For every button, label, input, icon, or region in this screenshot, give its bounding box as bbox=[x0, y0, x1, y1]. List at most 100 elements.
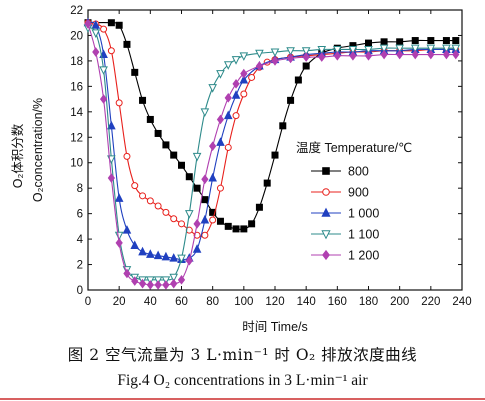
data-point bbox=[201, 231, 209, 239]
data-point bbox=[349, 50, 357, 61]
data-point bbox=[396, 49, 404, 60]
data-point bbox=[161, 251, 171, 261]
data-point bbox=[255, 61, 264, 71]
legend-entry: 800 bbox=[311, 165, 369, 179]
data-point bbox=[271, 151, 279, 159]
data-point bbox=[162, 141, 170, 149]
y-tick-label: 6 bbox=[77, 209, 83, 221]
x-tick-label: 40 bbox=[144, 296, 157, 308]
x-tick-label: 60 bbox=[175, 296, 188, 308]
data-point bbox=[139, 192, 147, 200]
data-point bbox=[255, 49, 264, 59]
x-tick-label: 100 bbox=[234, 296, 253, 308]
data-point bbox=[131, 182, 139, 190]
legend-entry: 1 000 bbox=[311, 207, 379, 221]
data-point bbox=[294, 76, 302, 84]
y-tick-label: 16 bbox=[70, 81, 83, 93]
data-point bbox=[146, 249, 155, 258]
data-point bbox=[200, 214, 210, 224]
data-point bbox=[170, 278, 178, 289]
data-point bbox=[232, 78, 240, 89]
data-point bbox=[201, 174, 209, 185]
data-point bbox=[91, 29, 101, 39]
data-point bbox=[287, 96, 295, 104]
data-point bbox=[380, 49, 388, 60]
data-point bbox=[240, 225, 248, 233]
data-point bbox=[200, 108, 210, 117]
data-point bbox=[208, 172, 217, 182]
legend-marker bbox=[322, 188, 330, 196]
data-point bbox=[177, 274, 186, 285]
y-tick-label: 12 bbox=[70, 132, 83, 144]
data-point bbox=[302, 62, 310, 70]
y-tick-label: 10 bbox=[70, 158, 83, 170]
data-point bbox=[396, 38, 404, 46]
x-tick-label: 200 bbox=[390, 296, 409, 308]
x-tick-label: 140 bbox=[297, 296, 316, 308]
data-point bbox=[193, 218, 201, 229]
data-point bbox=[138, 278, 147, 289]
data-point bbox=[410, 44, 420, 54]
legend-label: 1 100 bbox=[348, 228, 379, 242]
data-point bbox=[248, 73, 256, 81]
legend-marker bbox=[321, 207, 331, 217]
x-axis-label: 时间 Time/s bbox=[242, 320, 308, 334]
divider-line bbox=[0, 398, 485, 400]
data-point bbox=[146, 197, 154, 205]
data-point bbox=[169, 273, 179, 283]
data-point bbox=[107, 47, 115, 55]
data-point bbox=[240, 90, 248, 98]
data-point bbox=[216, 70, 225, 79]
data-point bbox=[239, 74, 249, 84]
data-point bbox=[427, 49, 435, 60]
data-point bbox=[442, 49, 451, 60]
data-point bbox=[123, 40, 131, 48]
data-point bbox=[318, 52, 326, 62]
data-point bbox=[115, 99, 123, 107]
data-point bbox=[154, 202, 162, 210]
data-point bbox=[130, 240, 140, 249]
legend-label: 1 000 bbox=[348, 207, 379, 221]
data-point bbox=[114, 193, 124, 202]
figure-caption-cn: 图 2 空气流量为 3 L·min⁻¹ 时 O₂ 排放浓度曲线 bbox=[67, 346, 418, 364]
legend-title: 温度 Temperature/℃ bbox=[296, 140, 412, 155]
data-point bbox=[184, 210, 194, 219]
data-point bbox=[131, 68, 139, 76]
data-point bbox=[122, 225, 132, 234]
data-point bbox=[123, 268, 131, 279]
data-point bbox=[232, 225, 240, 233]
data-point bbox=[216, 184, 224, 192]
legend-marker bbox=[322, 249, 330, 261]
data-point bbox=[170, 215, 178, 223]
data-point bbox=[192, 244, 202, 253]
data-point bbox=[411, 49, 419, 60]
legend-entry: 1 100 bbox=[311, 228, 379, 242]
data-point bbox=[209, 208, 217, 216]
data-point bbox=[333, 45, 342, 55]
y-tick-label: 22 bbox=[70, 5, 83, 17]
data-point bbox=[107, 19, 115, 27]
data-point bbox=[333, 50, 341, 61]
data-point bbox=[92, 47, 100, 57]
data-point bbox=[224, 92, 232, 103]
data-point bbox=[364, 50, 373, 61]
data-point bbox=[317, 45, 327, 55]
data-point bbox=[162, 208, 170, 216]
figure-caption-en: Fig.4 O₂ concentrations in 3 L·min⁻¹ air bbox=[117, 372, 368, 389]
y-tick-label: 2 bbox=[77, 260, 83, 272]
data-point bbox=[442, 44, 451, 54]
data-point bbox=[451, 44, 461, 54]
data-point bbox=[426, 44, 436, 54]
x-tick-label: 220 bbox=[421, 296, 440, 308]
data-point bbox=[209, 141, 217, 152]
data-point bbox=[348, 45, 358, 55]
legend-label: 1 200 bbox=[348, 249, 379, 263]
data-point bbox=[100, 25, 108, 33]
data-point bbox=[169, 253, 179, 262]
o2-concentration-chart: 0 20 40 60 80 100 120 140 160 180 200 220 240 0 2 4 6 8 10… bbox=[10, 5, 472, 334]
data-point bbox=[271, 56, 279, 66]
data-point bbox=[395, 44, 404, 54]
data-point bbox=[442, 37, 450, 45]
data-point bbox=[240, 68, 248, 79]
data-point bbox=[380, 38, 388, 46]
